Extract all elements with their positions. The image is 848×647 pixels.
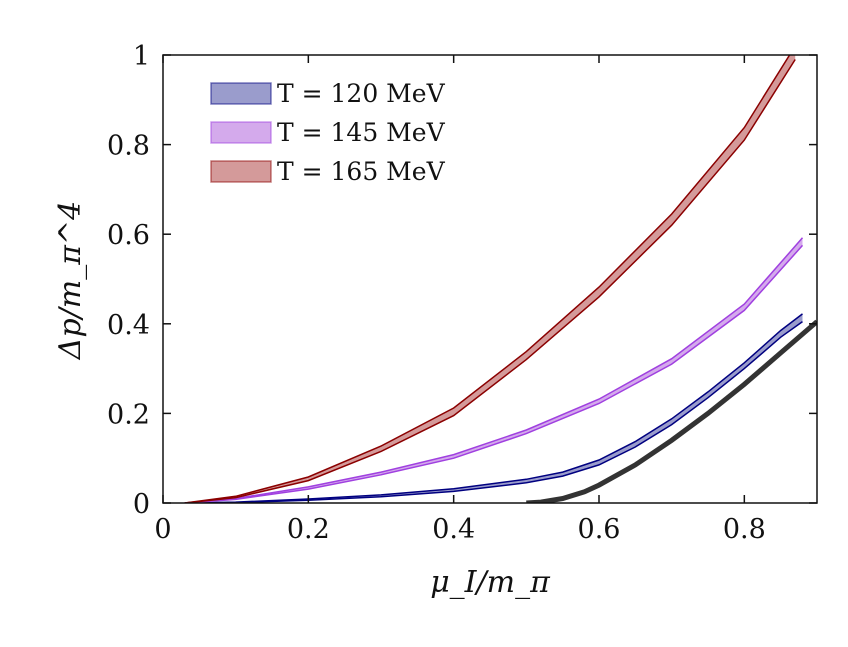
series-lower-line-2 <box>184 59 796 503</box>
axis-ticks: 0 0.2 0.4 0.6 0.8 0 0.2 0.4 0.6 0.8 1 <box>107 41 817 545</box>
series-band-0 <box>184 313 803 503</box>
series-band-2 <box>184 55 796 503</box>
x-tick-label: 0 <box>154 514 171 545</box>
y-tick-label: 0.8 <box>107 131 150 162</box>
legend-swatch <box>210 82 272 105</box>
series-band-1 <box>184 237 803 503</box>
legend-swatch <box>210 160 272 183</box>
legend-label: T = 165 MeV <box>277 157 446 186</box>
legend-label: T = 120 MeV <box>277 79 446 108</box>
x-tick-label: 0.8 <box>723 514 766 545</box>
series-line-3 <box>526 319 817 503</box>
y-tick-label: 0.4 <box>107 310 150 341</box>
plot-frame <box>162 54 818 504</box>
series-upper-line-1 <box>184 237 804 503</box>
legend: T = 120 MeV T = 145 MeV T = 165 MeV <box>210 79 446 186</box>
legend-label: T = 145 MeV <box>277 118 446 147</box>
plot-area <box>184 55 817 503</box>
x-tick-label: 0.4 <box>432 514 475 545</box>
series-lower-line-0 <box>184 320 803 503</box>
legend-swatch <box>210 121 272 144</box>
series-upper-line-2 <box>184 55 791 503</box>
series-upper-line-0 <box>184 313 803 503</box>
x-tick-label: 0.2 <box>287 514 330 545</box>
y-tick-label: 1 <box>133 41 150 72</box>
y-tick-label: 0.6 <box>107 220 150 251</box>
y-tick-label: 0 <box>133 489 150 520</box>
x-axis-label: μ_I/m_π <box>430 565 551 600</box>
y-axis-label: Δp/m_π^4 <box>53 201 88 360</box>
x-tick-label: 0.6 <box>578 514 621 545</box>
series-lower-line-1 <box>184 244 804 503</box>
y-tick-label: 0.2 <box>107 399 150 430</box>
